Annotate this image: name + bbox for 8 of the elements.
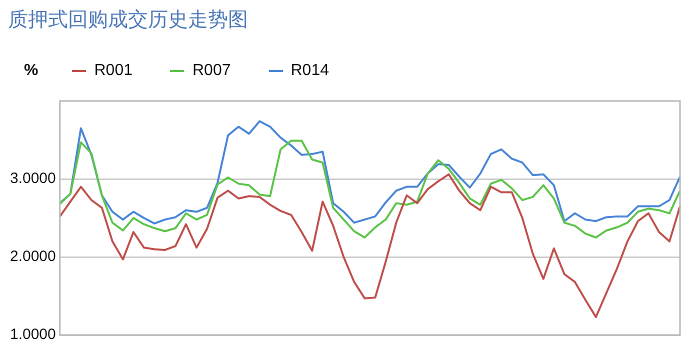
y-tick-label: 3.0000	[10, 170, 56, 188]
y-tick-label: 2.0000	[10, 248, 56, 266]
y-axis-title: %	[24, 62, 38, 80]
legend-label: R007	[192, 62, 231, 80]
legend-label: R014	[290, 62, 329, 80]
legend-label: R001	[94, 62, 132, 80]
chart-title: 质押式回购成交历史走势图	[8, 8, 248, 33]
y-tick-label: 1.0000	[10, 326, 56, 344]
